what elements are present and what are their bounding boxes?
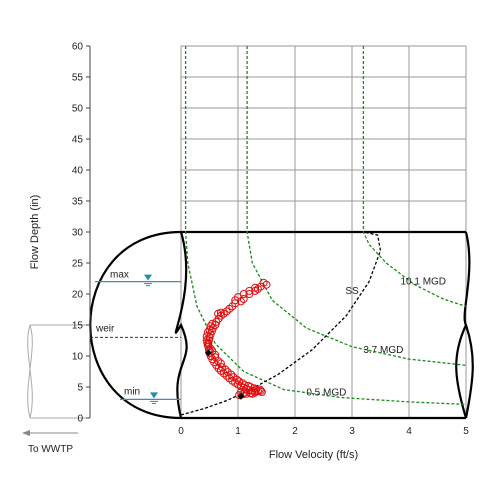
min-label: min <box>124 386 140 397</box>
iso-flow-label: 0.5 MGD <box>306 388 346 399</box>
data-point <box>245 290 254 298</box>
max-label: max <box>110 270 129 281</box>
ss-curve <box>180 231 382 416</box>
y-tick-label: 50 <box>72 104 84 115</box>
data-point <box>255 385 264 394</box>
y-axis-label: Flow Depth (in) <box>29 195 41 270</box>
data-point <box>222 307 231 316</box>
pipe-left-section <box>174 231 188 419</box>
iso-flow-curve <box>246 46 467 366</box>
data-point <box>202 332 211 341</box>
x-tick-label: 5 <box>463 426 469 437</box>
to-wwtp-label: To WWTP <box>28 444 73 455</box>
y-tick-label: 5 <box>77 383 83 394</box>
x-tick-label: 3 <box>349 426 355 437</box>
data-point <box>232 375 241 384</box>
iso-flow-label: 3.7 MGD <box>363 345 403 356</box>
pipe-right-section-b <box>455 324 468 419</box>
data-point <box>236 297 245 306</box>
wwtp-arrow-head <box>22 430 30 436</box>
y-tick-label: 10 <box>72 352 84 363</box>
upstream-pipe-end-2 <box>27 324 33 419</box>
data-point <box>216 359 225 368</box>
data-point <box>240 388 249 397</box>
y-tick-label: 0 <box>77 414 83 425</box>
iso-flow-curve <box>184 46 467 406</box>
x-tick-label: 4 <box>406 426 412 437</box>
data-point <box>214 357 223 365</box>
x-tick-label: 0 <box>178 426 184 437</box>
y-tick-label: 25 <box>72 259 84 270</box>
ss-label: SS <box>345 286 359 297</box>
data-point <box>227 370 236 379</box>
y-tick-label: 45 <box>72 135 84 146</box>
y-tick-label: 20 <box>72 290 84 301</box>
y-tick-label: 15 <box>72 321 84 332</box>
data-point <box>248 389 257 398</box>
data-points <box>202 278 271 400</box>
x-axis-label: Flow Velocity (ft/s) <box>269 449 358 461</box>
iso-flow-label: 10.1 MGD <box>400 277 446 288</box>
data-point <box>257 388 266 396</box>
y-tick-label: 35 <box>72 197 84 208</box>
x-tick-label: 1 <box>235 426 241 437</box>
data-point <box>250 384 258 393</box>
iso-flow-curves: 0.5 MGD 3.7 MGD 10.1 MGD SS <box>180 46 467 416</box>
weir-label: weir <box>95 323 115 334</box>
data-point <box>214 309 223 318</box>
iso-flow-curve <box>362 46 467 308</box>
data-point <box>225 304 234 313</box>
marker-point <box>237 392 245 400</box>
data-point <box>251 283 260 292</box>
y-tick-label: 55 <box>72 73 84 84</box>
data-point <box>239 295 248 303</box>
y-tick-label: 30 <box>72 228 84 239</box>
data-point <box>221 365 230 374</box>
x-tick-label: 2 <box>292 426 298 437</box>
pipe-outlines <box>27 230 474 420</box>
y-tick-label: 40 <box>72 166 84 177</box>
max-water-icon <box>144 274 152 281</box>
y-tick-label: 60 <box>72 42 84 53</box>
data-point <box>242 389 251 398</box>
annotations: To WWTP max weir min <box>22 270 181 455</box>
min-water-icon <box>150 392 158 399</box>
data-point <box>256 386 265 395</box>
data-point <box>203 328 212 337</box>
data-point <box>231 296 240 305</box>
marker-point <box>204 349 212 357</box>
